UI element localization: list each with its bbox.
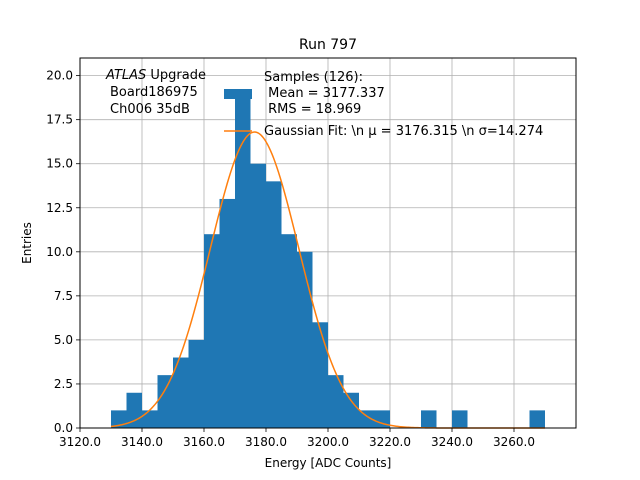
y-tick-label: 20.0 <box>46 69 73 83</box>
x-tick-label: 3220.0 <box>369 435 411 449</box>
y-tick-label: 10.0 <box>46 245 73 259</box>
histogram-bar <box>173 357 189 428</box>
legend-hist-line-2: Mean = 3177.337 <box>264 86 385 101</box>
x-tick-label: 3140.0 <box>121 435 163 449</box>
y-tick-label: 17.5 <box>46 113 73 127</box>
histogram-bar <box>142 410 158 428</box>
histogram-bar <box>343 392 359 428</box>
histogram-bar <box>297 251 313 428</box>
x-tick-label: 3160.0 <box>183 435 225 449</box>
x-tick-label: 3120.0 <box>59 435 101 449</box>
y-tick-label: 2.5 <box>54 377 73 391</box>
histogram-bar <box>452 410 468 428</box>
histogram-bar <box>359 410 375 428</box>
y-tick-label: 12.5 <box>46 201 73 215</box>
histogram-bar <box>421 410 437 428</box>
legend-hist-line-1: Samples (126): <box>264 70 363 85</box>
histogram-bar <box>266 181 282 428</box>
y-tick-label: 5.0 <box>54 333 73 347</box>
x-tick-label: 3260.0 <box>493 435 535 449</box>
legend-hist-swatch <box>224 89 252 99</box>
annotation-board: Board186975 <box>110 85 198 100</box>
atlas-annotation: ATLAS Upgrade Board186975 Ch006 35dB <box>105 68 206 117</box>
legend-hist-line-3: RMS = 18.969 <box>264 102 361 117</box>
histogram-bar <box>312 322 328 428</box>
x-tick-label: 3180.0 <box>245 435 287 449</box>
histogram-bar <box>235 93 251 428</box>
x-axis-ticks: 3120.0 3140.0 3160.0 3180.0 3200.0 3220.0 3240… <box>59 428 535 449</box>
histogram-bar <box>157 375 173 428</box>
histogram-bar <box>529 410 545 428</box>
y-tick-label: 7.5 <box>54 289 73 303</box>
y-axis-label: Entries <box>20 222 34 264</box>
histogram-bar <box>281 234 297 428</box>
x-axis-label: Energy [ADC Counts] <box>265 456 392 470</box>
atlas-upgrade: Upgrade <box>146 68 206 83</box>
svg-text:ATLAS Upgrade: ATLAS Upgrade <box>105 68 206 83</box>
x-tick-label: 3200.0 <box>307 435 349 449</box>
histogram-bar <box>204 234 220 428</box>
histogram-bar <box>188 339 204 428</box>
chart-title: Run 797 <box>299 37 357 53</box>
y-tick-label: 15.0 <box>46 157 73 171</box>
histogram-bars <box>111 93 545 428</box>
atlas-italic: ATLAS <box>105 68 146 83</box>
x-tick-label: 3240.0 <box>431 435 473 449</box>
histogram-bar <box>328 375 344 428</box>
histogram-bar <box>374 410 390 428</box>
annotation-channel: Ch006 35dB <box>110 102 190 117</box>
y-axis-ticks: 0.0 2.5 5.0 7.5 10.0 12.5 15.0 17.5 20.0 <box>46 69 80 435</box>
histogram-bar <box>250 163 266 428</box>
legend: Samples (126): Mean = 3177.337 RMS = 18.… <box>224 70 543 139</box>
histogram-bar <box>219 198 235 428</box>
legend-fit-label: Gaussian Fit: \n μ = 3176.315 \n σ=14.27… <box>264 124 543 139</box>
histogram-bar <box>111 410 127 428</box>
y-tick-label: 0.0 <box>54 421 73 435</box>
